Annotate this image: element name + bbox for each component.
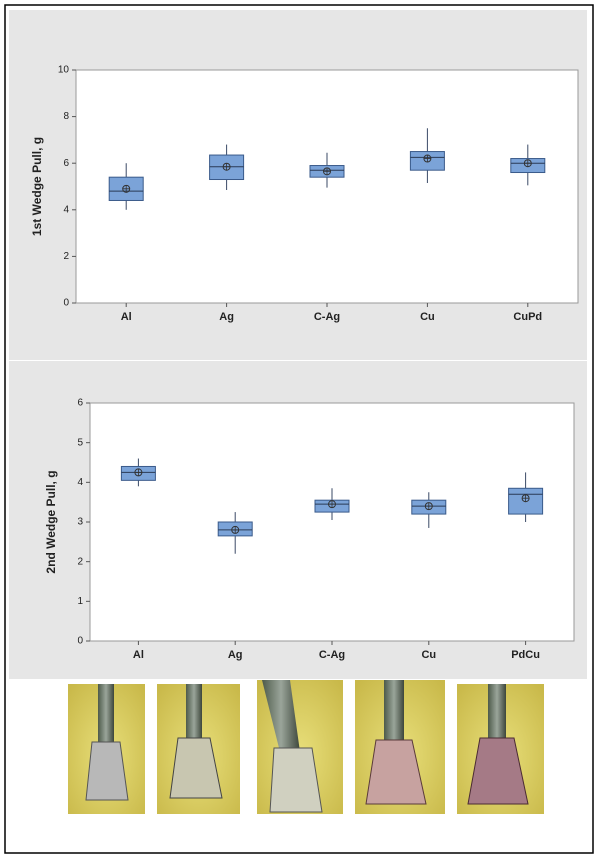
photo — [355, 680, 445, 814]
photo — [457, 684, 544, 814]
y-tick-label: 2 — [77, 556, 83, 567]
y-tick-label: 5 — [77, 437, 83, 448]
photo — [68, 684, 145, 814]
y-tick-label: 3 — [77, 517, 83, 528]
y-tick-label: 10 — [58, 65, 70, 76]
y-tick-label: 2 — [63, 251, 69, 262]
x-tick-label: Cu — [421, 649, 436, 661]
x-tick-label: CuPd — [513, 311, 542, 323]
x-tick-label: C-Ag — [319, 649, 345, 661]
y-tick-label: 1 — [77, 596, 83, 607]
plot-area — [90, 403, 574, 641]
photos — [68, 680, 544, 814]
x-tick-label: Cu — [420, 311, 435, 323]
figure: 0 2 4 6 8 10 1st Wedge Pull, g Al Ag C-Ag Cu CuPd 0 1… — [0, 0, 599, 860]
y-tick-label: 4 — [63, 204, 69, 215]
x-tick-label: Ag — [228, 649, 243, 661]
x-tick-label: Ag — [219, 311, 234, 323]
y-tick-label: 0 — [77, 636, 83, 647]
y-axis-label: 2nd Wedge Pull, g — [44, 470, 58, 573]
x-tick-label: Al — [121, 311, 132, 323]
photo — [257, 680, 343, 814]
x-tick-label: PdCu — [511, 649, 540, 661]
x-tick-label: Al — [133, 649, 144, 661]
x-tick-label: C-Ag — [314, 311, 340, 323]
y-axis-label: 1st Wedge Pull, g — [30, 137, 44, 236]
y-tick-label: 4 — [77, 477, 83, 488]
page: {"chart_data": [ {"type": "box", "ylabel… — [0, 0, 599, 865]
y-tick-label: 0 — [63, 298, 69, 309]
y-tick-label: 8 — [63, 111, 69, 122]
y-tick-label: 6 — [63, 158, 69, 169]
photo — [157, 684, 240, 814]
y-tick-label: 6 — [77, 398, 83, 409]
